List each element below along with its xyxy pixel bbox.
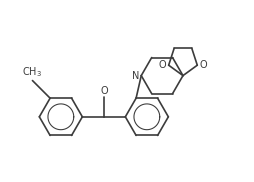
- Text: CH$_3$: CH$_3$: [22, 66, 42, 79]
- Text: N: N: [132, 71, 139, 81]
- Text: O: O: [158, 60, 166, 70]
- Text: O: O: [199, 60, 206, 70]
- Text: O: O: [100, 86, 107, 96]
